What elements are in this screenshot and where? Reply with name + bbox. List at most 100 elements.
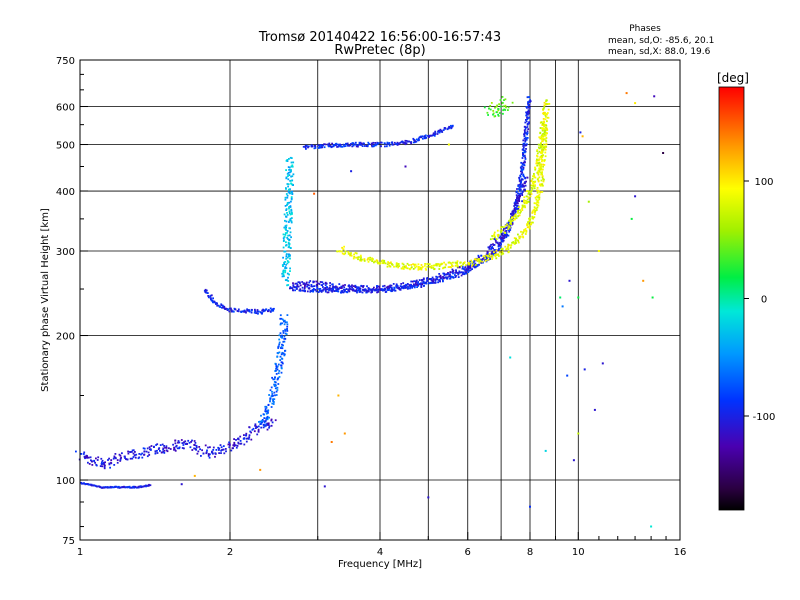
data-point bbox=[369, 256, 371, 259]
data-point bbox=[524, 161, 526, 164]
data-point bbox=[543, 159, 546, 161]
data-point bbox=[286, 262, 289, 265]
data-point bbox=[312, 289, 314, 291]
data-point bbox=[538, 164, 541, 167]
data-point bbox=[301, 286, 304, 289]
data-point bbox=[497, 108, 499, 110]
data-point bbox=[83, 451, 86, 454]
data-point bbox=[514, 239, 517, 242]
data-point bbox=[359, 290, 362, 293]
data-point bbox=[285, 257, 288, 260]
data-point bbox=[281, 347, 284, 350]
data-point bbox=[273, 381, 276, 383]
data-point bbox=[254, 424, 256, 427]
data-point bbox=[313, 285, 316, 287]
data-point bbox=[526, 223, 528, 225]
series-trace bbox=[80, 481, 152, 489]
data-series bbox=[75, 96, 551, 489]
data-point bbox=[438, 129, 441, 132]
data-point bbox=[396, 284, 398, 287]
data-point bbox=[224, 448, 227, 450]
data-point bbox=[288, 273, 290, 276]
data-point bbox=[284, 232, 287, 234]
data-point bbox=[541, 160, 543, 163]
data-point bbox=[534, 167, 537, 170]
data-point bbox=[329, 282, 331, 284]
data-point bbox=[370, 291, 373, 294]
data-point bbox=[538, 198, 541, 201]
data-point bbox=[521, 165, 524, 168]
data-point bbox=[528, 217, 531, 220]
data-point bbox=[103, 467, 106, 470]
data-point bbox=[425, 137, 428, 139]
data-point bbox=[536, 204, 538, 206]
data-point bbox=[354, 290, 357, 293]
data-point bbox=[157, 448, 160, 450]
data-point bbox=[356, 287, 359, 289]
data-point bbox=[455, 271, 458, 274]
data-point bbox=[493, 233, 496, 236]
data-point bbox=[271, 402, 274, 405]
data-point bbox=[541, 129, 544, 132]
scatter-point bbox=[650, 525, 653, 528]
data-point bbox=[340, 291, 342, 294]
data-point bbox=[203, 289, 206, 292]
data-point bbox=[541, 183, 543, 186]
data-point bbox=[476, 260, 479, 262]
data-point bbox=[113, 456, 116, 459]
data-point bbox=[286, 214, 289, 216]
data-point bbox=[347, 144, 349, 147]
data-point bbox=[255, 425, 258, 428]
data-point bbox=[424, 134, 427, 137]
data-point bbox=[462, 263, 464, 266]
data-point bbox=[525, 120, 528, 123]
data-point bbox=[403, 286, 406, 289]
data-point bbox=[348, 144, 351, 147]
data-point bbox=[421, 135, 424, 138]
data-point bbox=[436, 276, 439, 279]
data-point bbox=[501, 238, 504, 241]
data-point bbox=[288, 191, 291, 194]
data-point bbox=[245, 440, 248, 443]
data-point bbox=[514, 215, 517, 218]
data-point bbox=[495, 238, 498, 240]
data-point bbox=[218, 305, 221, 308]
data-point bbox=[267, 422, 270, 425]
data-point bbox=[526, 176, 529, 179]
data-point bbox=[223, 452, 226, 455]
data-point bbox=[512, 218, 515, 221]
data-point bbox=[540, 145, 542, 148]
data-point bbox=[516, 201, 519, 204]
data-point bbox=[335, 144, 337, 147]
data-point bbox=[205, 291, 207, 294]
data-point bbox=[350, 285, 352, 288]
data-point bbox=[133, 454, 136, 457]
data-point bbox=[286, 272, 289, 275]
scatter-point bbox=[653, 95, 656, 98]
data-point bbox=[281, 334, 283, 337]
data-point bbox=[249, 430, 252, 433]
data-point bbox=[538, 190, 540, 193]
data-point bbox=[243, 309, 246, 312]
data-point bbox=[412, 137, 415, 140]
data-point bbox=[540, 163, 543, 166]
data-point bbox=[220, 304, 223, 306]
data-point bbox=[503, 226, 505, 229]
data-point bbox=[420, 286, 423, 288]
data-point bbox=[269, 389, 272, 392]
data-point bbox=[273, 391, 276, 394]
data-point bbox=[516, 188, 518, 190]
data-point bbox=[445, 273, 448, 276]
data-point bbox=[383, 284, 386, 287]
data-point bbox=[511, 101, 514, 104]
data-point bbox=[513, 208, 516, 210]
data-point bbox=[497, 253, 500, 256]
data-point bbox=[491, 256, 494, 259]
data-point bbox=[207, 455, 210, 457]
series-trace bbox=[203, 288, 275, 315]
data-point bbox=[351, 145, 354, 148]
data-point bbox=[373, 145, 375, 147]
legend-title: Phases bbox=[629, 24, 661, 34]
data-point bbox=[285, 169, 287, 171]
data-point bbox=[181, 442, 184, 444]
